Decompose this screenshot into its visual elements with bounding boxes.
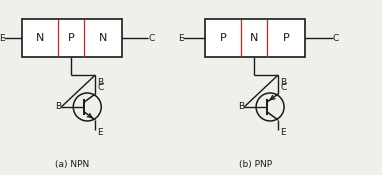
Bar: [22, 19, 122, 57]
Text: P: P: [68, 33, 74, 43]
Text: E: E: [280, 128, 286, 137]
Text: N: N: [99, 33, 107, 43]
Text: P: P: [220, 33, 227, 43]
Text: P: P: [283, 33, 290, 43]
Text: E: E: [178, 34, 184, 43]
Text: (b) PNP: (b) PNP: [238, 160, 272, 169]
Text: C: C: [148, 34, 154, 43]
Text: B: B: [238, 103, 244, 111]
Bar: [205, 19, 305, 57]
Text: E: E: [0, 34, 5, 43]
Text: N: N: [250, 33, 258, 43]
Text: (a) NPN: (a) NPN: [55, 160, 89, 169]
Text: B: B: [97, 78, 104, 87]
Text: E: E: [97, 128, 103, 137]
Text: B: B: [280, 78, 286, 87]
Text: C: C: [280, 83, 286, 92]
Text: N: N: [36, 33, 44, 43]
Text: B: B: [55, 103, 62, 111]
Text: C: C: [333, 34, 339, 43]
Text: C: C: [97, 83, 104, 92]
